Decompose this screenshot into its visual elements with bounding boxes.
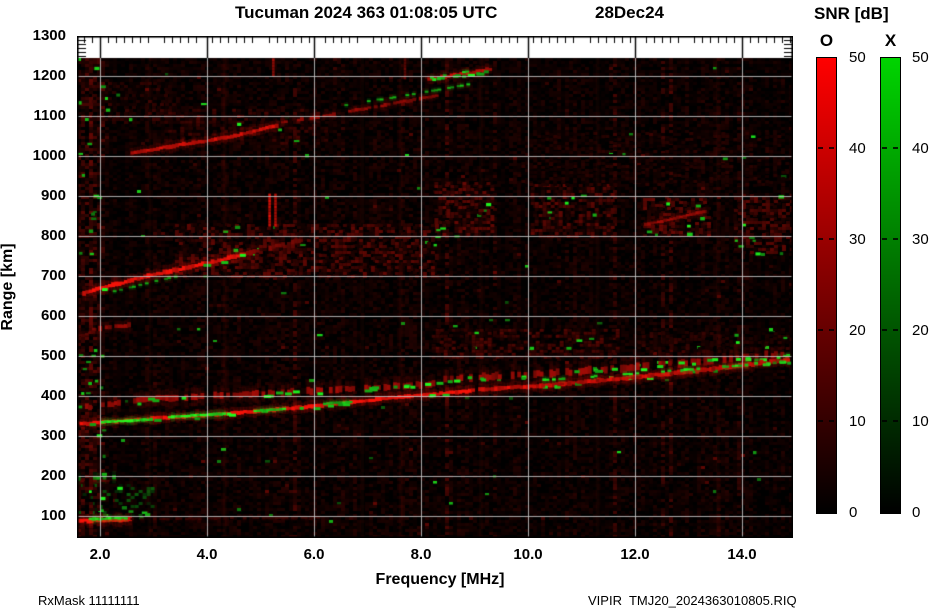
filename-label: VIPIR TMJ20_2024363010805.RIQ <box>588 593 797 608</box>
colorbar-tick-label: 40 <box>912 140 929 157</box>
colorbar-tick-dash <box>818 238 823 240</box>
colorbar-tick-label: 0 <box>849 504 858 521</box>
y-tick-label: 1300 <box>32 27 66 44</box>
colorbar-tick-label: 30 <box>912 231 929 248</box>
date-label: 28Dec24 <box>595 3 665 22</box>
x-axis-title: Frequency [MHz] <box>375 571 505 588</box>
colorbar-tick-dash <box>829 329 834 331</box>
y-axis-title: Range [km] <box>0 243 16 331</box>
colorbar-tick-dash <box>829 238 834 240</box>
x-tick-label: 4.0 <box>196 546 218 563</box>
x-colorbar <box>880 57 901 514</box>
colorbar-tick-dash <box>818 147 823 149</box>
x-tick-label: 8.0 <box>410 546 432 563</box>
page-title: Tucuman 2024 363 01:08:05 UTC <box>235 3 498 22</box>
colorbar-tick-dash <box>818 420 823 422</box>
rxmask-label: RxMask 11111111 <box>38 593 140 608</box>
y-tick-label: 400 <box>40 387 66 404</box>
y-tick-label: 1000 <box>32 147 66 164</box>
o-mode-label: O <box>819 31 834 50</box>
x-tick-label: 10.0 <box>513 546 543 563</box>
y-tick-label: 500 <box>40 347 66 364</box>
colorbar-tick-label: 10 <box>849 413 866 430</box>
colorbar-tick-dash <box>893 329 898 331</box>
colorbar-tick-dash <box>882 147 887 149</box>
colorbar-tick-label: 10 <box>912 413 929 430</box>
y-tick-label: 1100 <box>33 107 66 124</box>
x-tick-label: 12.0 <box>620 546 650 563</box>
colorbar-tick-label: 20 <box>849 322 866 339</box>
colorbar-tick-label: 40 <box>849 140 866 157</box>
colorbar-tick-dash <box>882 329 887 331</box>
snr-legend-title: SNR [dB] <box>814 4 889 23</box>
colorbar-tick-label: 50 <box>912 49 929 66</box>
x-mode-label: X <box>884 31 897 50</box>
colorbar-tick-dash <box>829 420 834 422</box>
colorbar-tick-dash <box>893 420 898 422</box>
y-tick-label: 300 <box>40 427 66 444</box>
ionogram-canvas <box>77 36 793 538</box>
y-tick-label: 100 <box>40 507 66 524</box>
colorbar-tick-dash <box>893 147 898 149</box>
y-tick-label: 600 <box>40 307 66 324</box>
colorbar-tick-dash <box>818 329 823 331</box>
colorbar-tick-label: 0 <box>912 504 921 521</box>
y-tick-label: 1200 <box>32 67 66 84</box>
colorbar-tick-dash <box>882 420 887 422</box>
colorbar-tick-label: 30 <box>849 231 866 248</box>
colorbar-tick-label: 50 <box>849 49 866 66</box>
colorbar-tick-label: 20 <box>912 322 929 339</box>
y-tick-label: 900 <box>40 187 66 204</box>
y-tick-label: 200 <box>40 467 66 484</box>
colorbar-tick-dash <box>829 147 834 149</box>
y-tick-label: 700 <box>40 267 66 284</box>
colorbar-tick-dash <box>882 238 887 240</box>
o-colorbar <box>816 57 837 514</box>
x-tick-label: 2.0 <box>89 546 111 563</box>
colorbar-tick-dash <box>893 238 898 240</box>
y-tick-label: 800 <box>40 227 66 244</box>
x-tick-label: 6.0 <box>303 546 325 563</box>
x-tick-label: 14.0 <box>727 546 757 563</box>
